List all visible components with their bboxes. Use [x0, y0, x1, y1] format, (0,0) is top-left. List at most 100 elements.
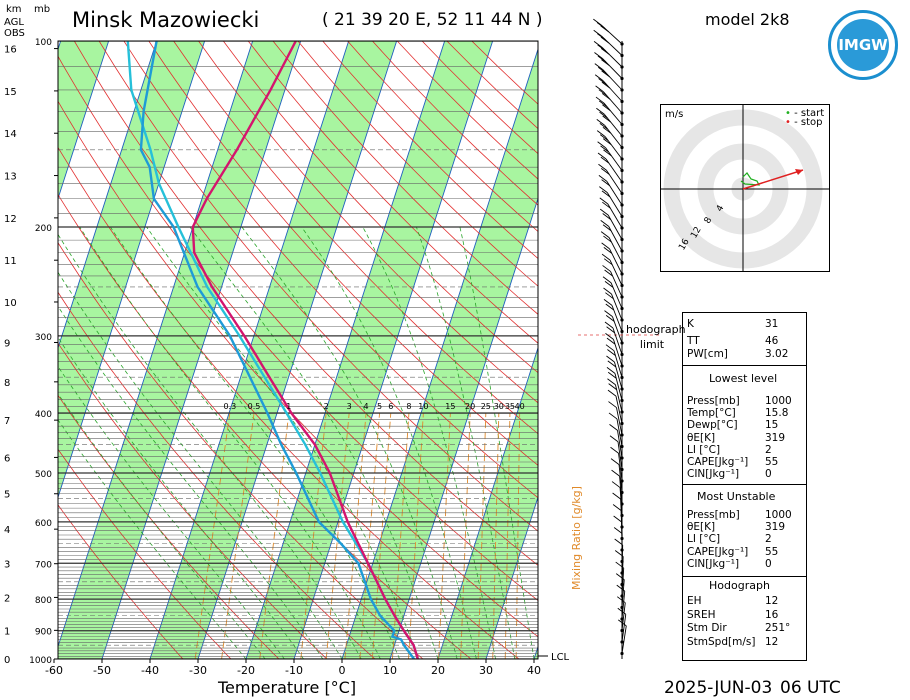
wind-barb-flag: [597, 141, 606, 149]
wind-barb-flag: [600, 156, 610, 164]
param-label: StmSpd[m/s]: [687, 635, 756, 648]
dry-adiabat: [58, 242, 424, 659]
isotherm-band: [150, 41, 397, 659]
dry-adiabat: [58, 100, 538, 638]
mixing-ratio-label: 25: [481, 402, 491, 411]
dewpoint-line: [139, 41, 415, 659]
wind-barb-flag: [603, 149, 612, 157]
wind-barb-flag: [596, 119, 606, 126]
legend-start-label: - start: [794, 108, 825, 119]
param-label: CAPE[Jkg⁻¹]: [687, 545, 749, 558]
wind-barb-flag: [616, 596, 626, 604]
param-label: CIN[Jkg⁻¹]: [687, 468, 740, 481]
isotherm-line: [101, 41, 302, 659]
wind-barb-flag: [595, 96, 605, 104]
param-label: Press[mb]: [687, 509, 740, 521]
wind-barb-flag: [613, 527, 623, 534]
x-tick-label: 40: [527, 664, 541, 677]
wind-barb-flag: [596, 22, 606, 29]
pressure-tick-label: 600: [35, 519, 52, 529]
param-value: 2: [765, 533, 772, 546]
height-tick-label: 4: [4, 525, 10, 536]
wind-barb-flag: [600, 231, 610, 238]
tt-value: 46: [765, 335, 779, 347]
wind-barb: [615, 396, 623, 424]
wind-barb-flag: [609, 424, 618, 431]
dry-adiabat: [58, 55, 538, 602]
wind-barb-flag: [602, 126, 612, 134]
mixing-ratio-label: 8: [406, 402, 411, 411]
moist-adiabat: [79, 226, 381, 659]
legend-start: • - start: [785, 108, 825, 119]
wind-barb-flag: [609, 435, 619, 443]
isotherm-line: [437, 346, 538, 659]
wind-barb-flag: [615, 573, 625, 580]
wind-barb-flag: [598, 163, 607, 171]
wind-barb-flag: [601, 93, 611, 100]
mixing-ratio-label: 30: [494, 402, 504, 411]
mixing-ratio-line: [221, 413, 255, 659]
wind-barb-flag: [599, 134, 609, 141]
dry-adiabat: [98, 41, 538, 532]
wind-barb-flag: [608, 412, 618, 420]
mixing-ratio-line: [259, 413, 290, 659]
wind-barb-flag: [601, 190, 611, 198]
hodograph-title: Hodograph: [709, 579, 770, 592]
height-tick-label: 9: [4, 338, 10, 349]
mixing-ratio-line: [492, 413, 500, 659]
param-value: 1000: [765, 509, 792, 521]
wind-barb-flag: [603, 235, 612, 243]
mixing-ratio-label: 2: [324, 402, 329, 411]
wind-barb-flag: [601, 253, 611, 261]
wind-barb-flag: [593, 29, 602, 37]
param-value: 55: [765, 545, 779, 558]
isotherm-band: [246, 41, 493, 659]
wind-barb-flag: [593, 40, 603, 48]
wind-barb-flag: [615, 561, 624, 569]
mixing-ratio-label: 3: [347, 402, 352, 411]
param-label: LI [°C]: [687, 533, 721, 546]
k-value: 31: [765, 318, 779, 330]
x-tick-label: -50: [93, 664, 111, 677]
mixing-ratio-line: [359, 413, 381, 659]
wind-barb-flag: [607, 378, 616, 386]
height-tick-label: 2: [4, 593, 10, 604]
mixing-ratio-line: [438, 413, 451, 659]
wind-barb-flag: [611, 469, 620, 477]
storm-motion-arrowhead: [795, 169, 803, 175]
k-label: K: [687, 318, 694, 330]
param-value: 15.8: [765, 407, 789, 420]
wind-barb: [621, 556, 624, 585]
hodograph-ring-label: 12: [689, 225, 703, 240]
agl-label: AGL: [4, 17, 24, 28]
isotherm-line: [58, 41, 158, 350]
wind-barb-flag: [597, 152, 607, 160]
obs-label: OBS: [4, 28, 25, 39]
dry-adiabat: [58, 448, 232, 659]
wind-barb-flag: [600, 145, 609, 153]
wind-barb-flag: [606, 337, 616, 345]
wind-barb-flag: [607, 371, 617, 379]
height-tick-label: 6: [4, 453, 10, 464]
wind-barb: [616, 418, 623, 447]
wind-barb-flag: [601, 59, 610, 66]
param-label: CAPE[Jkg⁻¹]: [687, 456, 749, 468]
isotherm-line: [197, 41, 398, 659]
wind-barb-flag: [613, 515, 622, 523]
wind-barb-flag: [594, 52, 603, 59]
legend-stop-label: - stop: [794, 117, 823, 128]
wind-barb-flag: [617, 607, 627, 615]
isotherm-line: [389, 197, 538, 659]
hodograph-ring-label: 4: [715, 203, 727, 213]
wind-barb-flag: [605, 315, 615, 322]
wind-barb-flag: [598, 100, 608, 108]
storm-motion-vector: [742, 169, 804, 190]
height-tick-label: 16: [4, 45, 17, 56]
mixing-ratio-line: [477, 413, 487, 659]
wind-barb-flag: [606, 326, 615, 334]
isotherm-line: [58, 41, 206, 499]
wind-barb-flag: [605, 303, 615, 311]
pressure-tick-label: 900: [35, 628, 52, 638]
